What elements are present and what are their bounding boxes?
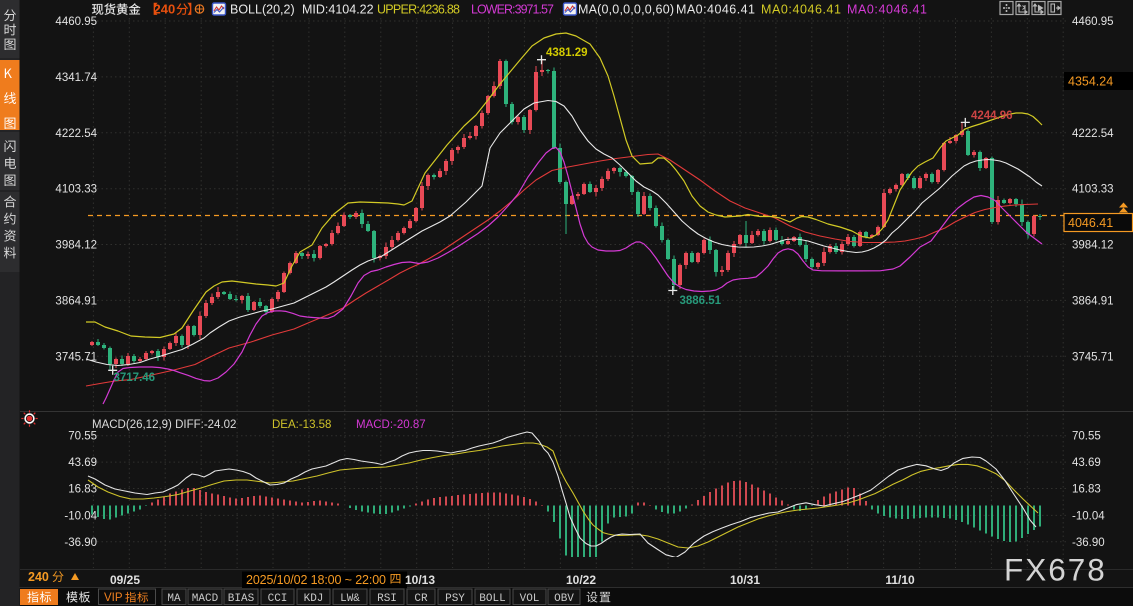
svg-text:CCI: CCI — [268, 593, 288, 605]
svg-text:4381.29: 4381.29 — [546, 47, 588, 59]
svg-text:RSI: RSI — [377, 593, 397, 605]
svg-text:MACD(26,12,9) DIFF:-24.02: MACD(26,12,9) DIFF:-24.02 — [92, 419, 236, 431]
svg-text:240: 240 — [28, 570, 49, 584]
svg-text:3984.12: 3984.12 — [55, 240, 97, 252]
svg-text:BIAS: BIAS — [228, 593, 255, 605]
svg-text:UPPER:4236.88: UPPER:4236.88 — [377, 3, 460, 17]
svg-text:OBV: OBV — [554, 593, 574, 605]
svg-text:DEA:-13.58: DEA:-13.58 — [272, 419, 331, 431]
svg-text:10/31: 10/31 — [730, 573, 760, 587]
svg-text:16.83: 16.83 — [1072, 484, 1101, 496]
svg-text:4341.74: 4341.74 — [55, 72, 97, 84]
svg-text:43.69: 43.69 — [1072, 457, 1101, 469]
svg-text:10/22: 10/22 — [566, 573, 596, 587]
svg-text:4103.33: 4103.33 — [1072, 184, 1114, 196]
svg-text:-10.04: -10.04 — [1072, 510, 1105, 522]
svg-text:LW&: LW& — [340, 593, 360, 605]
svg-text:4222.54: 4222.54 — [55, 128, 97, 140]
svg-text:4244.96: 4244.96 — [971, 110, 1013, 122]
svg-text:MA0:4046.41: MA0:4046.41 — [847, 3, 927, 17]
svg-text:KDJ: KDJ — [304, 593, 324, 605]
svg-text:3864.91: 3864.91 — [1072, 295, 1114, 307]
svg-text:3864.91: 3864.91 — [55, 295, 97, 307]
svg-text:10/13: 10/13 — [405, 573, 435, 587]
svg-text:4046.41: 4046.41 — [1068, 216, 1113, 230]
svg-text:3745.71: 3745.71 — [1072, 351, 1114, 363]
svg-text:BOLL: BOLL — [479, 593, 505, 605]
svg-text:70.55: 70.55 — [68, 431, 97, 443]
svg-text:3886.51: 3886.51 — [680, 295, 722, 307]
svg-text:3984.12: 3984.12 — [1072, 240, 1114, 252]
svg-text:PSY: PSY — [445, 593, 465, 605]
svg-text:4460.95: 4460.95 — [1072, 16, 1114, 28]
svg-text:-36.90: -36.90 — [64, 537, 97, 549]
svg-text:240: 240 — [154, 2, 176, 17]
svg-text:-10.04: -10.04 — [64, 510, 97, 522]
svg-text:MA: MA — [167, 593, 181, 605]
svg-text:FX678: FX678 — [1004, 552, 1107, 588]
svg-text:VOL: VOL — [520, 593, 540, 605]
svg-text:MA0:4046.41: MA0:4046.41 — [761, 3, 841, 17]
svg-text:43.69: 43.69 — [68, 457, 97, 469]
svg-text:MA(0,0,0,0,0,60): MA(0,0,0,0,0,60) — [578, 3, 674, 17]
svg-text:-36.90: -36.90 — [1072, 537, 1105, 549]
svg-text:09/25: 09/25 — [110, 573, 140, 587]
svg-text:MID:4104.22: MID:4104.22 — [302, 3, 374, 17]
svg-text:3717.46: 3717.46 — [114, 372, 156, 384]
svg-text:MACD: MACD — [192, 593, 219, 605]
svg-text:70.55: 70.55 — [1072, 431, 1101, 443]
svg-text:3745.71: 3745.71 — [55, 351, 97, 363]
svg-text:2025/10/02 18:00 ~ 22:00: 2025/10/02 18:00 ~ 22:00 — [246, 573, 386, 587]
svg-text:BOLL(20,2): BOLL(20,2) — [230, 3, 295, 17]
svg-text:MACD:-20.87: MACD:-20.87 — [356, 419, 426, 431]
svg-text:16.83: 16.83 — [68, 484, 97, 496]
svg-text:4103.33: 4103.33 — [55, 184, 97, 196]
svg-text:4354.24: 4354.24 — [1068, 75, 1113, 89]
svg-text:11/10: 11/10 — [885, 573, 915, 587]
svg-text:4460.95: 4460.95 — [55, 16, 97, 28]
svg-text:MA0:4046.41: MA0:4046.41 — [676, 3, 755, 17]
svg-text:CR: CR — [414, 593, 428, 605]
svg-text:LOWER:3971.57: LOWER:3971.57 — [471, 3, 554, 17]
svg-text:4222.54: 4222.54 — [1072, 128, 1114, 140]
svg-text:VIP: VIP — [104, 592, 123, 604]
